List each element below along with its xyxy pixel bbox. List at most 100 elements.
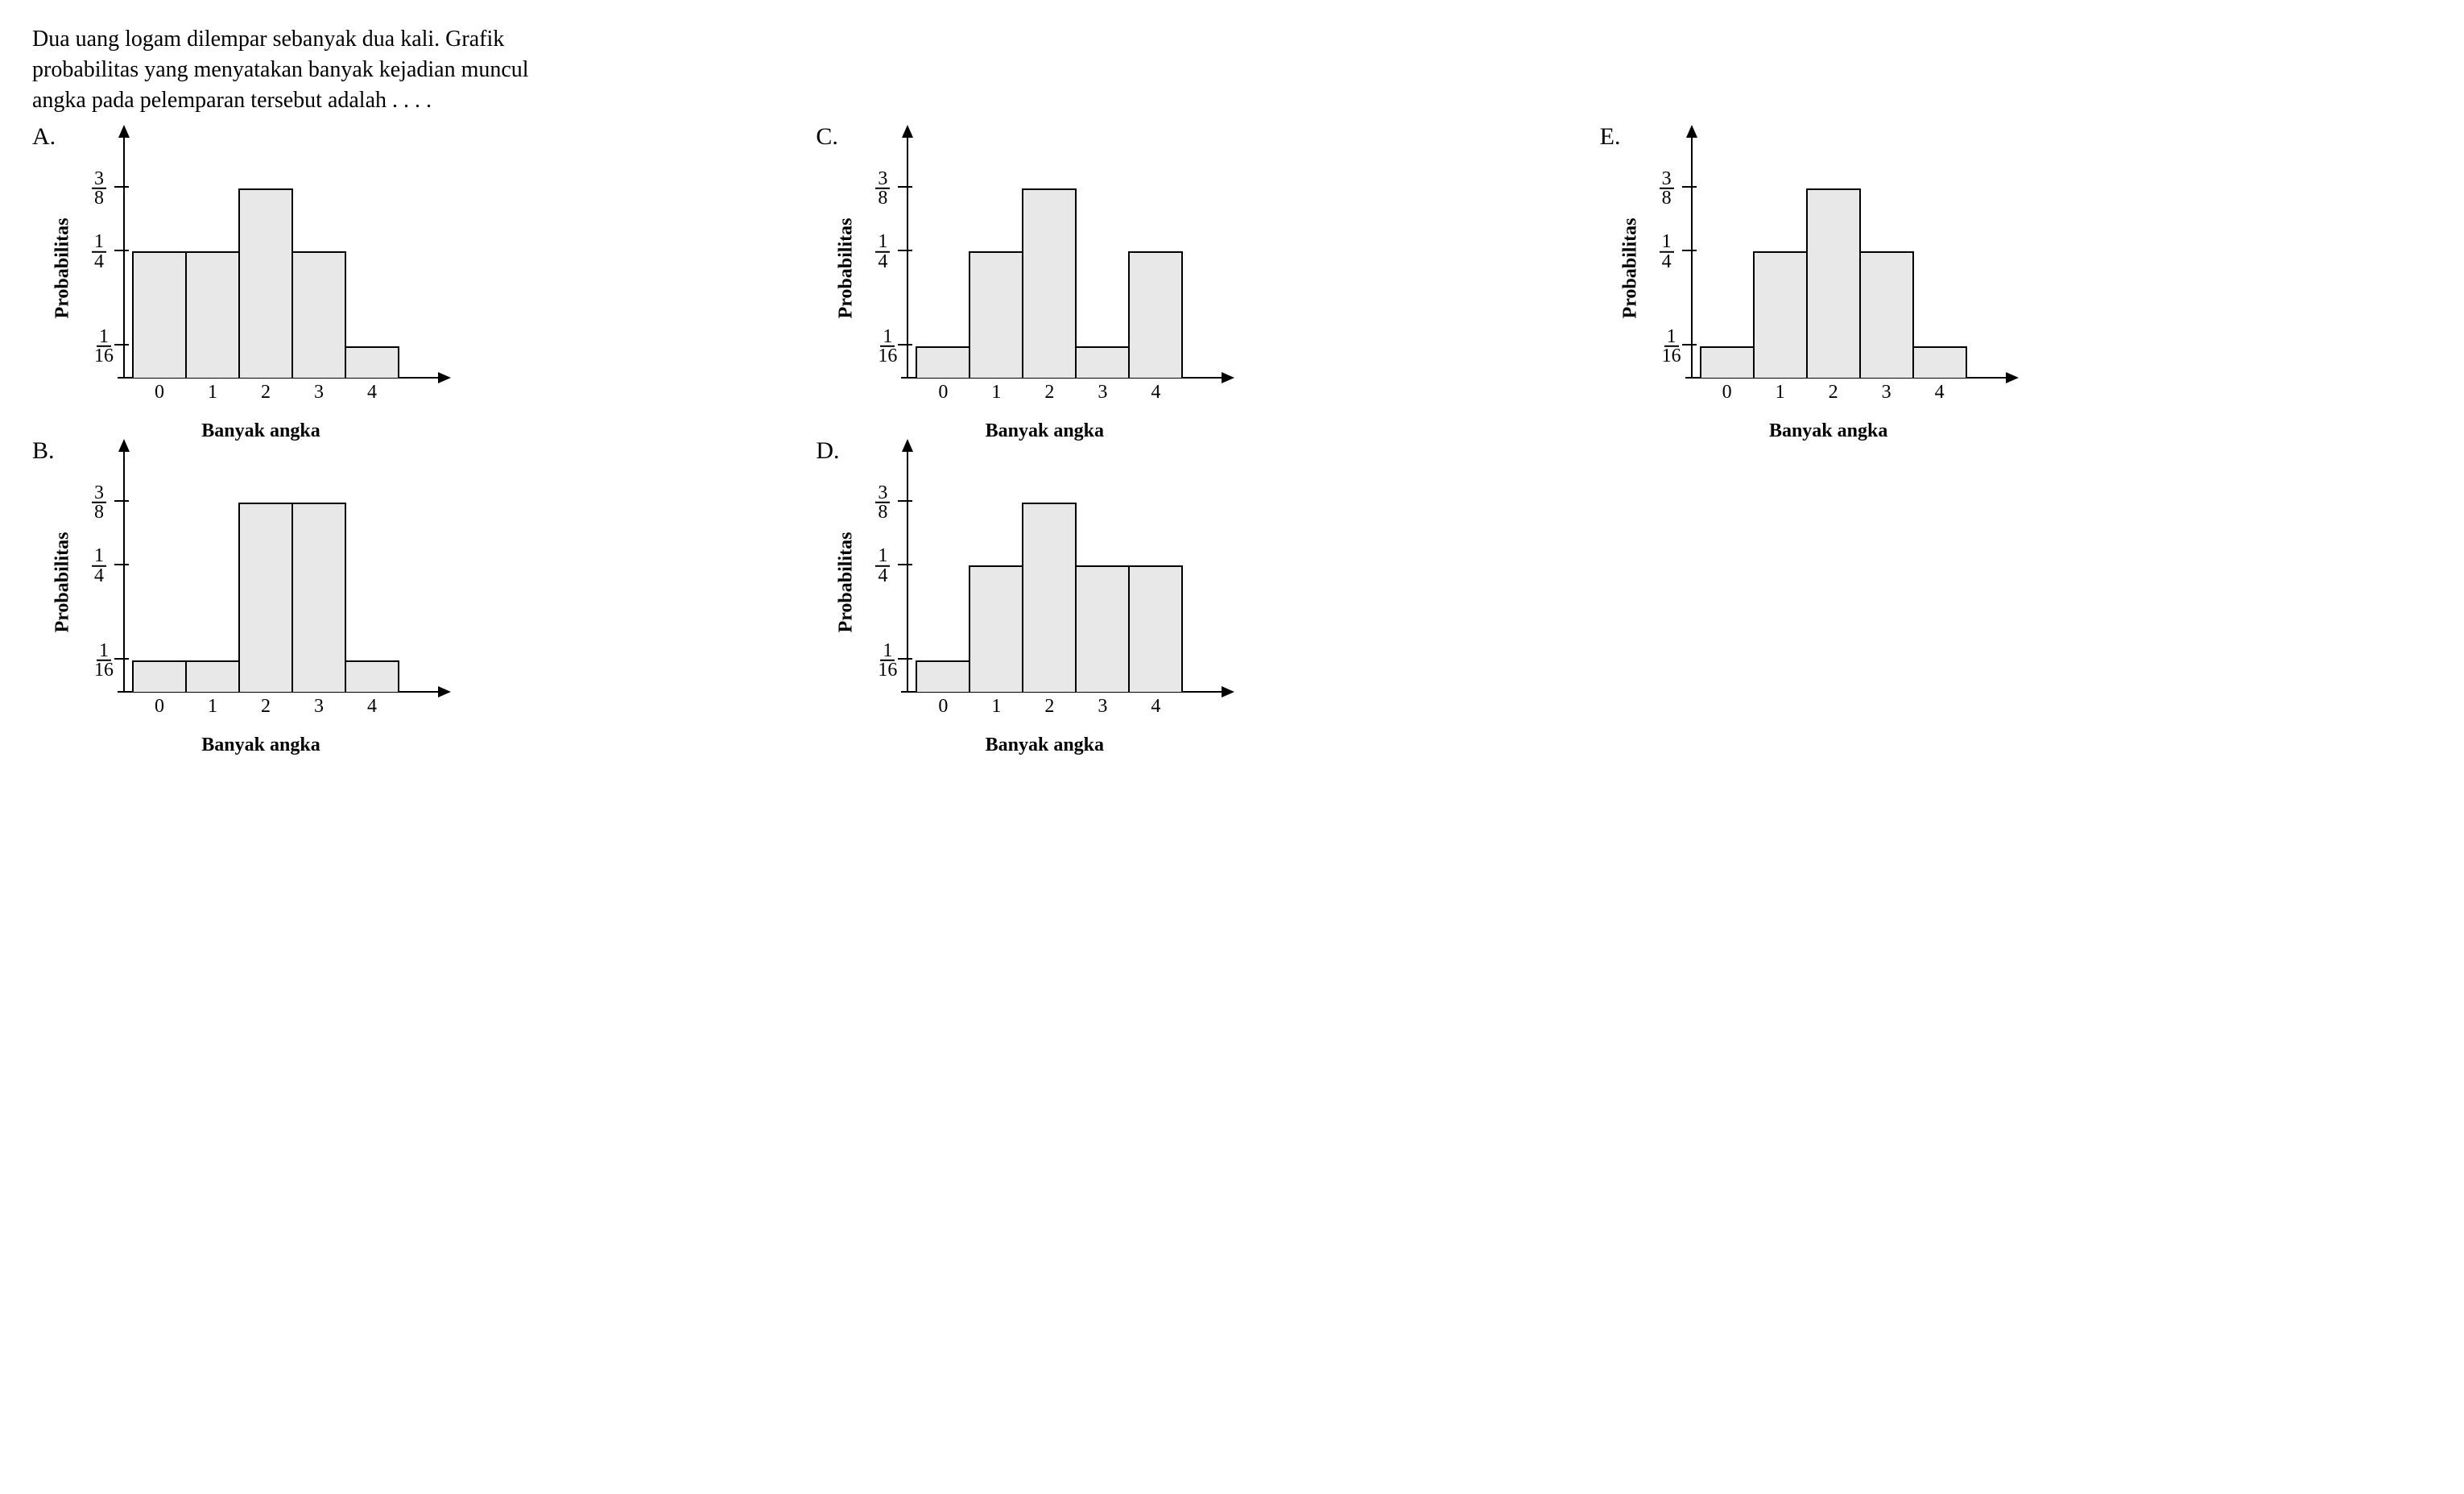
fraction-numerator: 1 [875, 233, 890, 253]
chart-bar [1806, 188, 1861, 378]
fraction: 38 [92, 169, 106, 208]
x-tick-label: 1 [208, 382, 217, 404]
x-tick-label: 4 [1935, 382, 1945, 404]
fraction-numerator: 3 [92, 483, 106, 503]
fraction-denominator: 8 [1660, 189, 1674, 208]
x-tick-label: 3 [314, 382, 324, 404]
chart-bar [1128, 565, 1183, 692]
chart-wrap: 116143801234ProbabilitasBanyak angka [1635, 123, 2022, 413]
y-tick-line [1682, 250, 1697, 251]
x-axis-label: Banyak angka [201, 735, 320, 756]
chart-wrap: 116143801234ProbabilitasBanyak angka [851, 123, 1238, 413]
fraction-denominator: 8 [875, 189, 890, 208]
fraction: 14 [875, 233, 890, 271]
y-tick-label: 116 [875, 327, 899, 366]
y-tick-line [898, 344, 912, 346]
fraction-numerator: 1 [92, 233, 106, 253]
x-tick-label: 2 [1829, 382, 1838, 404]
fraction-numerator: 1 [880, 641, 895, 661]
fraction-denominator: 16 [875, 661, 899, 680]
x-tick-label: 0 [938, 382, 948, 404]
fraction-denominator: 16 [875, 347, 899, 366]
x-tick-label: 4 [1151, 382, 1160, 404]
x-tick-label: 3 [1882, 382, 1891, 404]
y-tick-label: 38 [875, 483, 890, 522]
y-tick-line [898, 250, 912, 251]
y-tick-label: 38 [1660, 169, 1674, 208]
fraction-denominator: 8 [92, 189, 106, 208]
option-cell: D.116143801234ProbabilitasBanyak angka [816, 437, 1503, 727]
chart-bar [238, 503, 293, 692]
y-axis-label: Probabilitas [836, 218, 858, 319]
x-tick-label: 1 [991, 696, 1001, 718]
fraction-denominator: 16 [92, 661, 116, 680]
chart-bar [238, 188, 293, 378]
y-tick-line [114, 186, 129, 188]
fraction: 14 [1660, 233, 1674, 271]
y-tick-line [114, 500, 129, 502]
fraction-numerator: 1 [875, 547, 890, 567]
chart-bar [1022, 188, 1077, 378]
chart-bar [1912, 346, 1967, 378]
chart-wrap: 116143801234ProbabilitasBanyak angka [68, 437, 454, 727]
chart-bars [916, 155, 1183, 378]
y-axis-label: Probabilitas [836, 532, 858, 633]
y-tick-label: 14 [875, 547, 890, 586]
y-axis-label: Probabilitas [52, 218, 74, 319]
fraction: 116 [92, 327, 116, 366]
y-tick-line [898, 186, 912, 188]
chart-bar [969, 251, 1023, 378]
chart-bar [969, 565, 1023, 692]
chart-bar [345, 346, 399, 378]
y-tick-line [1682, 186, 1697, 188]
x-tick-label: 1 [991, 382, 1001, 404]
y-tick-line [898, 564, 912, 565]
y-tick-label: 38 [92, 483, 106, 522]
fraction: 38 [875, 169, 890, 208]
option-letter: C. [816, 123, 845, 151]
y-axis-label: Probabilitas [52, 532, 74, 633]
chart-bar [291, 503, 346, 692]
y-tick-line [114, 344, 129, 346]
option-cell: A.116143801234ProbabilitasBanyak angka [32, 123, 719, 413]
chart-bar [1700, 346, 1755, 378]
y-tick-line [114, 564, 129, 565]
fraction: 116 [875, 327, 899, 366]
fraction-denominator: 4 [92, 567, 106, 586]
x-tick-label: 3 [1098, 382, 1107, 404]
fraction: 14 [875, 547, 890, 586]
y-tick-label: 38 [92, 169, 106, 208]
y-tick-line [1682, 344, 1697, 346]
fraction-numerator: 1 [92, 547, 106, 567]
y-tick-label: 38 [875, 169, 890, 208]
y-tick-label: 14 [875, 233, 890, 271]
fraction: 116 [875, 641, 899, 680]
option-cell: E.116143801234ProbabilitasBanyak angka [1600, 123, 2287, 413]
x-tick-label: 2 [1044, 696, 1054, 718]
option-letter: A. [32, 123, 61, 151]
chart-plot: 116143801234ProbabilitasBanyak angka [1635, 123, 2022, 413]
x-tick-label: 2 [1044, 382, 1054, 404]
x-tick-label: 0 [155, 696, 164, 718]
x-tick-label: 3 [314, 696, 324, 718]
fraction: 38 [875, 483, 890, 522]
chart-bar [185, 251, 240, 378]
y-tick-line [898, 658, 912, 660]
y-tick-label: 14 [92, 233, 106, 271]
fraction-numerator: 3 [1660, 169, 1674, 189]
fraction-numerator: 1 [1660, 233, 1674, 253]
fraction-denominator: 4 [92, 253, 106, 271]
y-tick-label: 116 [92, 327, 116, 366]
fraction-denominator: 4 [875, 567, 890, 586]
fraction-numerator: 1 [880, 327, 895, 347]
option-cell: B.116143801234ProbabilitasBanyak angka [32, 437, 719, 727]
y-tick-label: 116 [92, 641, 116, 680]
chart-bar [185, 660, 240, 692]
y-tick-label: 116 [1660, 327, 1684, 366]
y-tick-label: 116 [875, 641, 899, 680]
fraction: 116 [92, 641, 116, 680]
chart-plot: 116143801234ProbabilitasBanyak angka [68, 123, 454, 413]
chart-bar [345, 660, 399, 692]
y-tick-label: 14 [1660, 233, 1674, 271]
fraction-numerator: 1 [97, 641, 111, 661]
